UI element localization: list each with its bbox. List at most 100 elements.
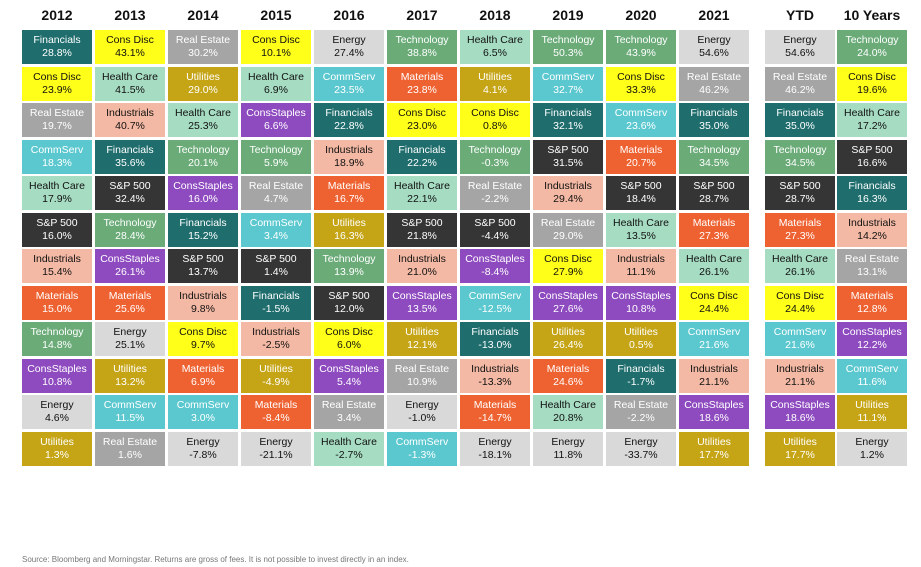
return-value: 6.9% [191,375,215,388]
cell-2014-technology: Technology 20.1% [168,139,238,174]
cell-2015-real-estate: Real Estate 4.7% [241,176,311,210]
sector-label: Technology [395,34,449,46]
cell-2015-health-care: Health Care 6.9% [241,66,311,101]
cell-2015-financials: Financials -1.5% [241,285,311,320]
return-value: 32.7% [553,83,583,96]
return-value: 31.5% [553,156,583,169]
cell-2021-energy: Energy 54.6% [679,30,749,64]
cell-2020-commserv: CommServ 23.6% [606,103,676,137]
return-value: 4.7% [264,193,288,205]
sector-label: Utilities [624,326,658,338]
sector-label: S&P 500 [182,253,224,265]
sector-label: Industrials [848,216,896,229]
return-value: 13.2% [115,375,145,388]
cell-10-years-industrials: Industrials 14.2% [837,212,907,247]
sector-label: Financials [776,107,824,119]
cell-2014-sandp-500: S&P 500 13.7% [168,249,238,283]
return-value: 43.9% [626,47,656,59]
sector-label: Energy [405,399,439,411]
cell-2018-energy: Energy -18.1% [460,431,530,466]
sector-label: Industrials [617,253,665,265]
cell-10-years-real-estate: Real Estate 13.1% [837,249,907,283]
return-value: 32.4% [115,193,145,205]
sector-label: Cons Disc [617,70,665,83]
cell-2012-health-care: Health Care 17.9% [22,176,92,210]
sector-label: Health Care [539,399,597,411]
return-value: 6.5% [483,47,507,59]
cell-2016-sandp-500: S&P 500 12.0% [314,285,384,320]
cell-2013-industrials: Industrials 40.7% [95,103,165,137]
sector-label: ConsStaples [611,289,671,302]
return-value: 16.6% [857,156,887,169]
return-value: 13.7% [188,266,218,278]
sector-label: Energy [551,435,585,448]
cell-2012-cons-disc: Cons Disc 23.9% [22,66,92,101]
sector-label: Financials [617,362,665,375]
cell-2020-consstaples: ConsStaples 10.8% [606,285,676,320]
cell-2013-commserv: CommServ 11.5% [95,395,165,429]
cell-2017-materials: Materials 23.8% [387,66,457,101]
cell-10-years-cons-disc: Cons Disc 19.6% [837,66,907,101]
column-header-10-years: 10 Years [843,7,901,23]
sector-label: Financials [179,216,227,229]
return-value: 16.0% [42,229,72,242]
return-value: 4.1% [483,83,507,96]
cell-ytd-real-estate: Real Estate 46.2% [765,66,835,101]
return-value: 13.1% [857,266,887,278]
sector-label: S&P 500 [36,216,78,229]
return-value: 17.7% [699,448,729,461]
return-value: 18.4% [626,193,656,205]
cell-2015-utilities: Utilities -4.9% [241,358,311,393]
return-value: 21.6% [785,339,815,351]
return-value: 21.1% [699,375,729,388]
sector-label: CommServ [249,216,303,229]
return-value: 0.5% [629,339,653,351]
cell-2015-materials: Materials -8.4% [241,395,311,429]
sector-label: S&P 500 [474,216,516,229]
sector-label: Real Estate [467,180,523,192]
cell-2019-health-care: Health Care 20.8% [533,395,603,429]
return-value: -1.3% [408,448,436,461]
cell-2018-commserv: CommServ -12.5% [460,285,530,320]
return-value: 40.7% [115,120,145,132]
return-value: 18.3% [42,156,72,169]
return-value: 5.4% [337,375,361,388]
column-header-2013: 2013 [114,7,146,23]
return-value: 21.8% [407,229,437,242]
cell-2018-financials: Financials -13.0% [460,322,530,356]
return-value: -8.4% [262,412,290,424]
sector-label: Real Estate [102,435,158,448]
sector-label: Utilities [551,326,585,338]
return-value: -2.2% [481,193,509,205]
return-value: 23.6% [626,120,656,132]
sector-label: Utilities [697,435,731,448]
return-value: 10.8% [42,375,72,388]
sector-label: Health Care [247,70,305,83]
sector-label: CommServ [322,70,376,83]
sector-label: Financials [544,107,592,119]
sector-label: Health Care [843,107,901,119]
sector-label: Industrials [106,107,154,119]
cell-2017-industrials: Industrials 21.0% [387,249,457,283]
cell-2014-real-estate: Real Estate 30.2% [168,30,238,64]
return-value: 16.0% [188,193,218,205]
return-value: 17.9% [42,193,72,205]
cell-2020-utilities: Utilities 0.5% [606,322,676,356]
sector-label: Industrials [544,180,592,192]
sector-label: Technology [249,143,303,156]
sector-label: Energy [624,435,658,448]
cell-2020-technology: Technology 43.9% [606,30,676,64]
sector-label: Energy [783,34,817,46]
sector-label: Industrials [690,362,738,375]
return-value: 15.2% [188,229,218,242]
cell-2014-health-care: Health Care 25.3% [168,103,238,137]
return-value: 10.9% [407,375,437,388]
column-header-2016: 2016 [333,7,365,23]
return-value: 11.1% [857,412,887,424]
cell-2017-utilities: Utilities 12.1% [387,322,457,356]
sector-label: ConsStaples [465,253,525,265]
sector-label: S&P 500 [851,143,893,156]
return-value: 17.7% [785,448,815,461]
cell-2021-materials: Materials 27.3% [679,212,749,247]
cell-2014-cons-disc: Cons Disc 9.7% [168,322,238,356]
